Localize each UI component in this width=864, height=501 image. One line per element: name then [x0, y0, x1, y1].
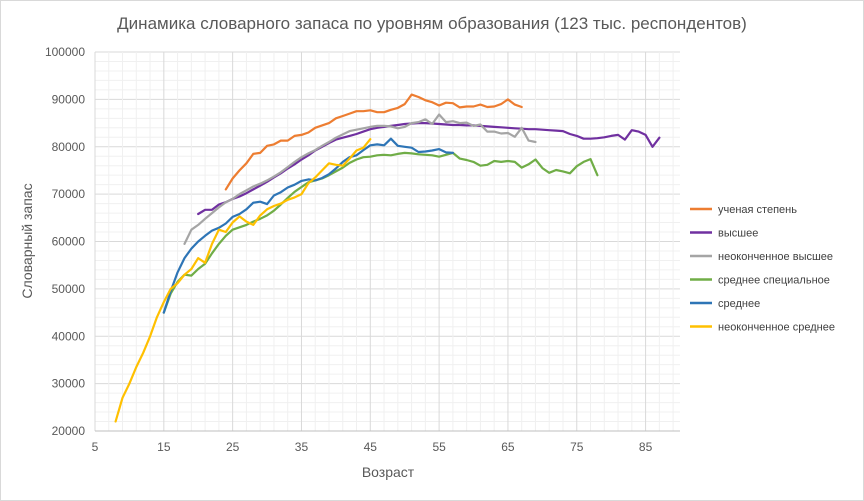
series-line-6	[114, 138, 372, 423]
x-tick-label: 85	[639, 440, 653, 454]
tick-labels: 20000 30000 40000 50000 60000 70000 80000 90000…	[45, 45, 653, 454]
chart-title: Динамика словарного запаса по уровням об…	[117, 14, 747, 33]
y-tick-label: 50000	[52, 282, 86, 296]
x-tick-label: 5	[92, 440, 99, 454]
y-tick-label: 100000	[45, 45, 85, 59]
x-tick-label: 35	[295, 440, 309, 454]
y-tick-label: 70000	[52, 187, 86, 201]
y-tick-label: 30000	[52, 377, 86, 391]
series-line-5	[162, 137, 454, 314]
y-tick-label: 60000	[52, 235, 86, 249]
legend-label-6: неоконченное среднее	[718, 322, 835, 334]
x-tick-label: 45	[364, 440, 378, 454]
x-tick-label: 75	[570, 440, 584, 454]
x-axis-title: Возраст	[362, 464, 415, 480]
y-tick-label: 90000	[52, 92, 86, 106]
y-tick-label: 40000	[52, 329, 86, 343]
grid	[94, 51, 680, 432]
x-tick-label: 65	[501, 440, 515, 454]
x-tick-label: 25	[226, 440, 240, 454]
legend-label-4: среднее специальное	[718, 275, 830, 287]
legend-label-1: ученая степень	[718, 204, 797, 216]
series-line-4	[162, 151, 599, 314]
legend: ученая степень высшее неоконченное высшее с…	[690, 204, 835, 334]
x-tick-label: 15	[157, 440, 171, 454]
y-axis-title: Словарный запас	[19, 183, 35, 298]
y-tick-label: 20000	[52, 424, 86, 438]
series-line-3	[183, 113, 537, 245]
legend-label-5: среднее	[718, 298, 760, 310]
y-tick-label: 80000	[52, 140, 86, 154]
legend-label-3: неоконченное высшее	[718, 251, 833, 263]
series-line-1	[224, 93, 523, 191]
series-lines	[114, 93, 661, 423]
x-tick-label: 55	[432, 440, 446, 454]
legend-label-2: высшее	[718, 228, 758, 240]
